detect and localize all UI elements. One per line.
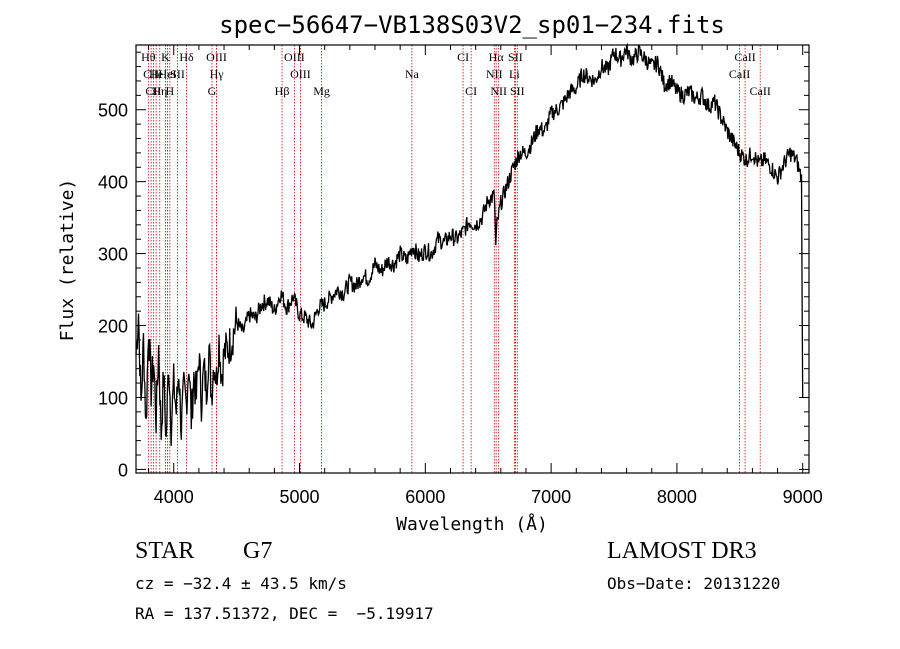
redshift-velocity: cz = −32.4 ± 43.5 km/s — [135, 574, 347, 593]
y-tick-label: 400 — [98, 173, 128, 193]
object-subclass: G7 — [243, 538, 273, 564]
x-tick-label: 7000 — [531, 487, 571, 507]
x-tick-label: 9000 — [783, 487, 823, 507]
x-tick-label: 5000 — [280, 487, 320, 507]
chart-title: spec−56647−VB138S03V2_sp01−234.fits — [219, 11, 725, 39]
spectral-line-label: CI — [457, 50, 469, 64]
spectral-line-label: CII — [145, 84, 161, 98]
spectral-line-label: Na — [405, 67, 420, 81]
spectral-line-label: CII — [143, 67, 159, 81]
spectral-line-label: CI — [465, 84, 477, 98]
spectral-line-label: CaII — [750, 84, 771, 98]
spectral-line-label: G — [208, 84, 217, 98]
spectral-line-label: Hδ — [179, 50, 194, 64]
x-tick-label: 4000 — [154, 487, 194, 507]
spectral-line-label: Mg — [313, 84, 330, 98]
plot-frame — [135, 44, 810, 474]
spectral-line-label: HeI — [158, 67, 176, 81]
y-tick-label: 200 — [98, 317, 128, 337]
x-tick-label: 8000 — [657, 487, 697, 507]
spectral-line-label: Hα — [489, 50, 505, 64]
spectral-line-label: CaII — [729, 67, 750, 81]
y-tick-label: 500 — [98, 101, 128, 121]
spectral-line-label: NII — [486, 67, 503, 81]
spectral-line-label: CaII — [734, 50, 755, 64]
y-tick-label: 300 — [98, 245, 128, 265]
y-axis-ticks: 0 100 200 300 400 500 — [98, 51, 809, 480]
x-tick-label: 6000 — [405, 487, 445, 507]
y-tick-label: 100 — [98, 388, 128, 408]
x-axis-ticks: 4000 5000 6000 7000 8000 9000 — [148, 45, 823, 507]
y-tick-label: 0 — [118, 460, 128, 480]
spectral-line-label: OIII — [284, 50, 305, 64]
object-class: STAR — [135, 538, 195, 564]
spectral-line-label: SII — [170, 67, 185, 81]
observation-date: Obs−Date: 20131220 — [607, 574, 781, 593]
spectral-line-label: Li — [509, 67, 520, 81]
spectral-line-label: Hβ — [275, 84, 290, 98]
spectral-line-label: H — [166, 84, 175, 98]
spectral-line-label: SII — [508, 50, 523, 64]
sky-coordinates: RA = 137.51372, DEC = −5.19917 — [135, 604, 434, 623]
spectral-line-label: Hθ — [141, 50, 156, 64]
survey-name: LAMOST DR3 — [607, 538, 757, 564]
spectral-line-label: Hγ — [210, 67, 225, 81]
flux-series-line — [135, 42, 804, 446]
spectral-line-label: K — [161, 50, 170, 64]
spectral-line-label: SII — [510, 84, 525, 98]
spectral-line-label: NII — [490, 84, 507, 98]
y-axis-label: Flux (relative) — [57, 179, 78, 342]
spectral-line-label: Hη — [152, 84, 167, 98]
x-axis-label: Wavelength (Å) — [396, 513, 548, 535]
spectral-line-label: OIII — [290, 67, 311, 81]
